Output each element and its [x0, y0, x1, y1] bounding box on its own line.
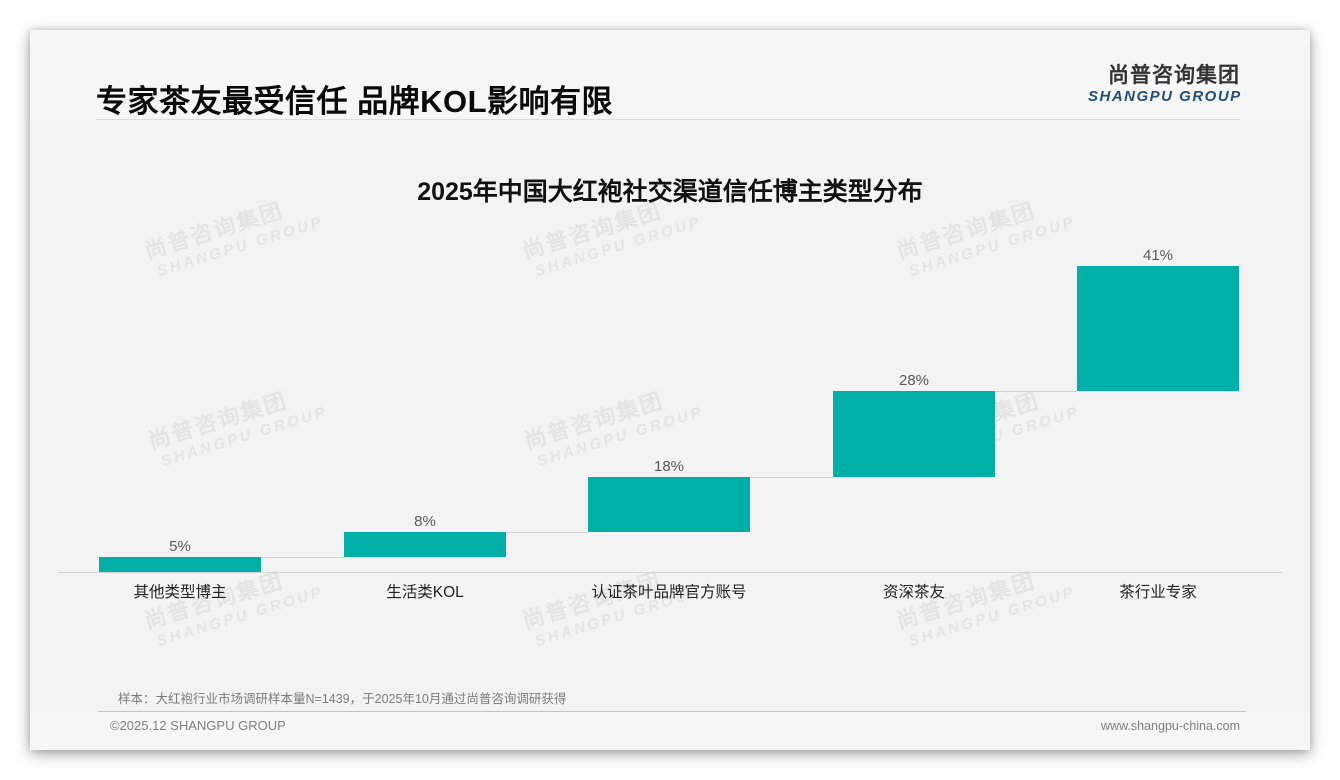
- bar-value-label: 41%: [1142, 247, 1174, 264]
- bar-3: [833, 391, 995, 478]
- category-label: 资深茶友: [882, 584, 945, 601]
- sample-note: 样本：大红袍行业市场调研样本量N=1439，于2025年10月通过尚普咨询调研获…: [118, 692, 567, 706]
- connector-line: [995, 391, 1077, 393]
- brand-logo: 尚普咨询集团 SHANGPU GROUP: [1088, 64, 1240, 106]
- chart-title: 2025年中国大红袍社交渠道信任博主类型分布: [417, 178, 923, 206]
- connector-line: [261, 556, 344, 558]
- bar-value-label: 5%: [169, 537, 191, 555]
- bar-value-label: 28%: [898, 372, 930, 390]
- category-label: 其他类型博主: [133, 584, 227, 601]
- footer-divider: [98, 711, 1246, 712]
- copyright-text: ©2025.12 SHANGPU GROUP: [110, 718, 286, 733]
- page-title: 专家茶友最受信任 品牌KOL影响有限: [96, 84, 614, 119]
- header-band: [30, 30, 1310, 120]
- bar-value-label: 8%: [414, 513, 436, 531]
- slide: 专家茶友最受信任 品牌KOL影响有限 尚普咨询集团 SHANGPU GROUP …: [30, 30, 1310, 750]
- footer-band: [30, 712, 1310, 750]
- x-axis-line: [58, 572, 1282, 573]
- bar-4: [1077, 266, 1239, 392]
- bar-1: [344, 532, 506, 557]
- bar-2: [588, 477, 750, 533]
- category-label: 茶行业专家: [1119, 584, 1197, 601]
- bar-value-label: 18%: [653, 458, 685, 476]
- category-label: 生活类KOL: [386, 584, 464, 601]
- connector-line: [750, 477, 833, 479]
- bar-0: [99, 556, 261, 572]
- waterfall-chart: 5% 其他类型博主 8% 生活类KOL 18% 认证茶叶品牌官方账号 28% 资深茶友 41% 茶…: [30, 30, 1310, 750]
- logo-text-en: SHANGPU GROUP: [1088, 88, 1242, 105]
- header-divider: [96, 119, 1240, 120]
- connector-line: [506, 532, 588, 534]
- category-label: 认证茶叶品牌官方账号: [591, 584, 747, 601]
- website-link[interactable]: www.shangpu-china.com: [1101, 719, 1240, 733]
- logo-text-cn: 尚普咨询集团: [1108, 64, 1240, 87]
